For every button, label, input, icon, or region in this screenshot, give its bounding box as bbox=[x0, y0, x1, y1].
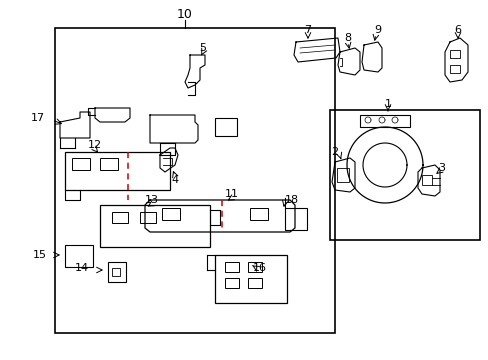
Bar bbox=[140, 212, 156, 223]
Text: 8: 8 bbox=[344, 33, 351, 43]
Bar bbox=[215, 255, 286, 303]
Bar bbox=[72, 158, 90, 170]
Bar bbox=[224, 262, 239, 272]
Bar bbox=[100, 158, 118, 170]
Text: 7: 7 bbox=[304, 25, 311, 35]
Text: 2: 2 bbox=[331, 147, 338, 157]
Bar bbox=[108, 262, 126, 282]
Bar bbox=[65, 152, 170, 190]
Bar bbox=[215, 118, 237, 136]
Bar bbox=[336, 168, 348, 182]
Text: 1: 1 bbox=[384, 99, 391, 109]
Text: 5: 5 bbox=[199, 43, 206, 53]
Text: 18: 18 bbox=[285, 195, 299, 205]
Text: 15: 15 bbox=[33, 250, 47, 260]
Text: 4: 4 bbox=[171, 175, 178, 185]
Text: 3: 3 bbox=[438, 163, 445, 173]
Text: 13: 13 bbox=[145, 195, 159, 205]
Bar bbox=[421, 175, 431, 185]
Bar bbox=[285, 208, 306, 230]
Text: 11: 11 bbox=[224, 189, 239, 199]
Text: 10: 10 bbox=[177, 8, 193, 21]
Bar bbox=[112, 268, 120, 276]
Text: 6: 6 bbox=[453, 25, 461, 35]
Text: 14: 14 bbox=[75, 263, 89, 273]
Bar bbox=[162, 208, 180, 220]
Bar bbox=[112, 212, 128, 223]
Bar bbox=[224, 278, 239, 288]
Text: 9: 9 bbox=[374, 25, 381, 35]
Bar bbox=[249, 208, 267, 220]
Bar bbox=[449, 65, 459, 73]
Bar bbox=[449, 50, 459, 58]
Bar bbox=[329, 110, 479, 240]
Text: 12: 12 bbox=[88, 140, 102, 150]
Bar bbox=[359, 115, 409, 127]
Bar bbox=[65, 245, 93, 267]
Text: 17: 17 bbox=[31, 113, 45, 123]
Bar bbox=[55, 28, 334, 333]
Bar bbox=[100, 205, 209, 247]
Bar bbox=[247, 278, 262, 288]
Bar bbox=[247, 262, 262, 272]
Text: 16: 16 bbox=[252, 263, 266, 273]
